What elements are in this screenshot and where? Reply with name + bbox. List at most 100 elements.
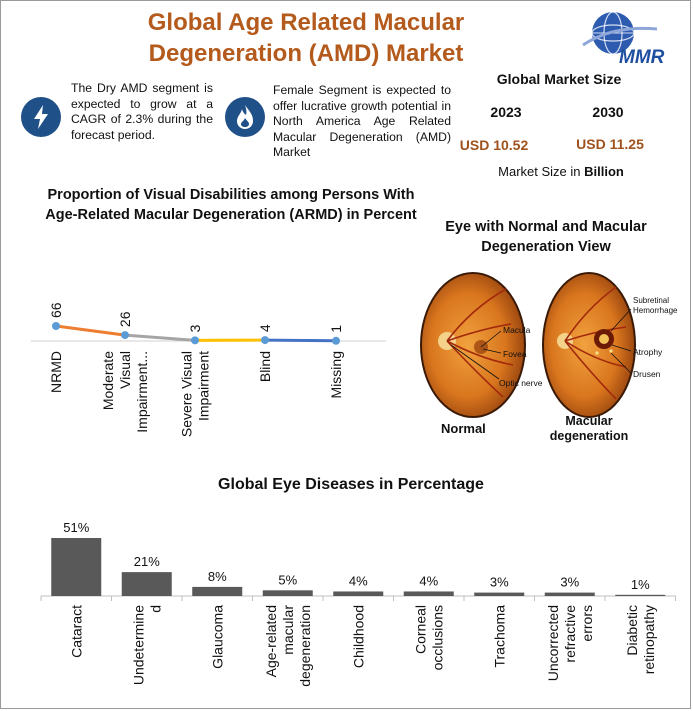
visual-disability-line-chart: 66 26 3 4 1 NRMD Moderate Visual Impairment... Se… bbox=[31, 302, 386, 437]
line-data-label: 26 bbox=[117, 311, 133, 327]
eye-title-2: Degeneration View bbox=[481, 239, 611, 255]
svg-text:Moderate: Moderate bbox=[100, 351, 116, 410]
svg-text:degeneration: degeneration bbox=[297, 605, 313, 687]
svg-text:Cataract: Cataract bbox=[68, 605, 84, 658]
line-data-label: 3 bbox=[187, 324, 203, 332]
flame-icon bbox=[237, 105, 253, 129]
line-chart-title-1: Proportion of Visual Disabilities among … bbox=[47, 187, 415, 203]
bar-value-label: 8% bbox=[208, 569, 227, 584]
label-hemorrhage: Hemorrhage bbox=[633, 306, 678, 315]
bar-category-label: Uncorrected refractive errors bbox=[545, 605, 595, 681]
line-chart-title-2: Age-Related Macular Degeneration (ARMD) … bbox=[45, 207, 417, 223]
line-point bbox=[121, 331, 129, 340]
line-chart-title: Proportion of Visual Disabilities among … bbox=[21, 185, 441, 225]
line-segment bbox=[124, 333, 196, 342]
svg-text:Corneal: Corneal bbox=[412, 605, 428, 654]
bar-category-label: Cataract bbox=[68, 605, 84, 658]
line-data-label: 4 bbox=[257, 324, 273, 332]
svg-text:errors: errors bbox=[579, 605, 595, 642]
label-macula: Macula bbox=[503, 325, 531, 335]
svg-text:Glaucoma: Glaucoma bbox=[209, 605, 225, 669]
eye-illustration: Macula Fovea Optic nerve Normal Subretin… bbox=[420, 272, 678, 443]
bar-category-label: Age-related macular degeneration bbox=[263, 605, 313, 687]
note-female-segment: Female Segment is expected to offer lucr… bbox=[273, 83, 451, 159]
bar-value-label: 5% bbox=[278, 572, 297, 587]
bar bbox=[403, 591, 454, 596]
bar-category-label: Trachoma bbox=[491, 605, 507, 668]
line-point bbox=[52, 322, 60, 330]
value-2023: USD 10.52 bbox=[459, 137, 529, 153]
label-drusen: Drusen bbox=[633, 369, 661, 379]
page-title: Global Age Related Macular Degeneration … bbox=[111, 7, 501, 69]
line-point bbox=[332, 336, 340, 345]
line-category-label: Missing bbox=[328, 351, 344, 398]
market-size-title: Global Market Size bbox=[496, 71, 622, 87]
label-subretinal: Subretinal bbox=[633, 296, 669, 305]
caption-md-1: Macular bbox=[565, 414, 612, 428]
bar bbox=[262, 590, 313, 596]
svg-text:Diabetic: Diabetic bbox=[624, 605, 640, 656]
bar-value-label: 4% bbox=[419, 573, 438, 588]
value-2030: USD 11.25 bbox=[576, 136, 644, 152]
eye-title-1: Eye with Normal and Macular bbox=[445, 219, 647, 235]
bar-category-label: Childhood bbox=[350, 605, 366, 668]
label-optic-nerve: Optic nerve bbox=[499, 378, 543, 388]
caption-normal: Normal bbox=[441, 421, 486, 436]
bar bbox=[121, 572, 172, 596]
unit-prefix: Market Size in bbox=[498, 164, 585, 179]
bar-category-label: Undetermine d bbox=[130, 605, 163, 685]
svg-text:retinopathy: retinopathy bbox=[641, 605, 657, 674]
mmr-logo: MMR bbox=[573, 9, 683, 71]
globe-icon bbox=[582, 11, 658, 55]
svg-text:occlusions: occlusions bbox=[429, 605, 445, 670]
year-2030: 2030 bbox=[592, 104, 624, 120]
bar-category-label: Glaucoma bbox=[209, 605, 225, 669]
market-size-unit: Market Size in Billion bbox=[471, 164, 651, 179]
bar bbox=[192, 586, 243, 596]
svg-text:Undetermine: Undetermine bbox=[130, 605, 146, 685]
svg-text:Blind: Blind bbox=[257, 351, 273, 382]
bar-value-label: 3% bbox=[490, 575, 509, 590]
bar-category-label: Corneal occlusions bbox=[412, 605, 445, 670]
line-data-label: 66 bbox=[48, 302, 64, 318]
year-2023: 2023 bbox=[490, 104, 522, 120]
lightning-badge bbox=[21, 97, 61, 137]
svg-text:Age-related: Age-related bbox=[263, 605, 279, 677]
title-line-1: Global Age Related Macular bbox=[147, 9, 465, 36]
bar-chart-title: Global Eye Diseases in Percentage bbox=[218, 476, 484, 493]
bar bbox=[615, 594, 666, 596]
svg-text:Impairment: Impairment bbox=[196, 351, 212, 421]
bar-value-label: 4% bbox=[349, 573, 368, 588]
line-segment bbox=[264, 338, 337, 343]
bar bbox=[51, 538, 102, 596]
bar-category-label: Diabetic retinopathy bbox=[624, 605, 657, 674]
line-category-label: NRMD bbox=[48, 351, 64, 393]
bar-value-label: 21% bbox=[134, 554, 160, 569]
lightning-icon bbox=[34, 105, 48, 129]
label-fovea: Fovea bbox=[503, 349, 527, 359]
logo-text: MMR bbox=[619, 47, 665, 68]
title-line-2: Degeneration (AMD) Market bbox=[148, 40, 464, 67]
caption-md-2: degeneration bbox=[550, 429, 629, 443]
eye-diseases-bar-chart: 51% Cataract 21% Undetermine d 8% Glaucoma 5% Ag… bbox=[40, 520, 676, 687]
svg-text:Severe Visual: Severe Visual bbox=[179, 351, 195, 437]
svg-text:Uncorrected: Uncorrected bbox=[545, 605, 561, 681]
svg-text:Missing: Missing bbox=[328, 351, 344, 398]
note-dry-amd: The Dry AMD segment is expected to grow … bbox=[71, 81, 213, 142]
bar-value-label: 1% bbox=[631, 577, 650, 592]
line-data-label: 1 bbox=[328, 325, 344, 333]
svg-text:Impairment...: Impairment... bbox=[134, 351, 150, 433]
svg-text:NRMD: NRMD bbox=[48, 351, 64, 393]
unit-bold: Billion bbox=[584, 164, 624, 179]
bar-value-label: 3% bbox=[560, 575, 579, 590]
macular-degeneration-eye: Subretinal Hemorrhage Atrophy Drusen Mac… bbox=[542, 272, 678, 443]
eye-figure-title: Eye with Normal and Macular Degeneration… bbox=[441, 217, 651, 257]
normal-eye: Macula Fovea Optic nerve Normal bbox=[420, 272, 543, 436]
line-point bbox=[261, 336, 269, 345]
flame-badge bbox=[225, 97, 265, 137]
svg-text:Visual: Visual bbox=[117, 351, 133, 389]
svg-text:Trachoma: Trachoma bbox=[491, 605, 507, 668]
line-category-label: Blind bbox=[257, 351, 273, 382]
line-segment bbox=[55, 324, 126, 337]
